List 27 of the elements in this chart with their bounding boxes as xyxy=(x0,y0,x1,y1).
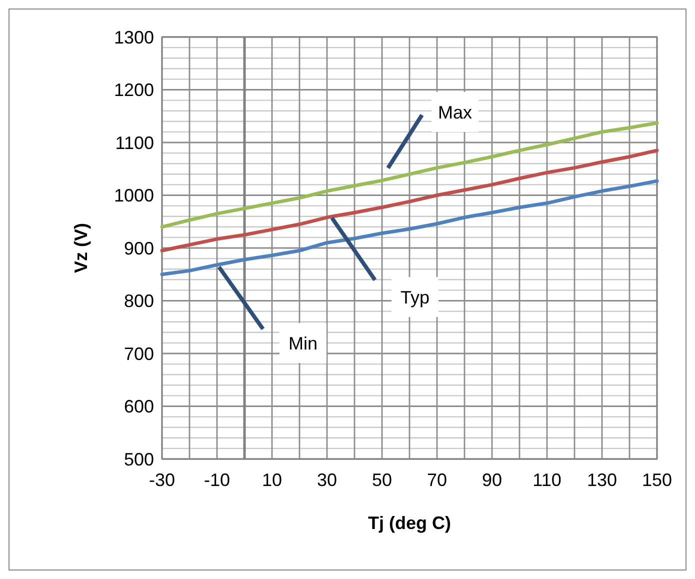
x-tick-label: -30 xyxy=(148,470,176,490)
annotation: Typ xyxy=(400,287,430,308)
x-tick-label: 110 xyxy=(532,470,562,490)
x-tick-label: -10 xyxy=(204,470,230,490)
x-axis-title: Tj (deg C) xyxy=(368,513,451,533)
x-tick-label: 90 xyxy=(482,470,502,490)
y-tick-label: 600 xyxy=(124,396,154,417)
y-tick-label: 1200 xyxy=(114,80,154,100)
annotation: Max xyxy=(438,102,472,122)
line-series xyxy=(160,121,659,229)
y-tick-label: 1300 xyxy=(114,27,154,48)
y-tick-label: 700 xyxy=(124,344,154,364)
x-tick-label: 10 xyxy=(262,470,282,490)
annotation: Min xyxy=(288,333,318,354)
x-tick-label: 50 xyxy=(372,470,392,490)
y-tick-label: 900 xyxy=(124,238,154,258)
y-tick-label: 1100 xyxy=(115,132,154,153)
line-series xyxy=(160,148,659,252)
x-tick-label: 70 xyxy=(426,470,448,490)
x-tick-label: 30 xyxy=(316,470,338,490)
y-axis-title: Vz (V) xyxy=(71,222,91,274)
x-tick-label: 150 xyxy=(642,470,672,490)
line-series xyxy=(160,179,659,276)
y-tick-label: 800 xyxy=(124,291,154,312)
y-tick-label: 1000 xyxy=(114,186,154,206)
y-tick-label: 500 xyxy=(124,449,154,470)
x-tick-label: 130 xyxy=(586,470,618,490)
